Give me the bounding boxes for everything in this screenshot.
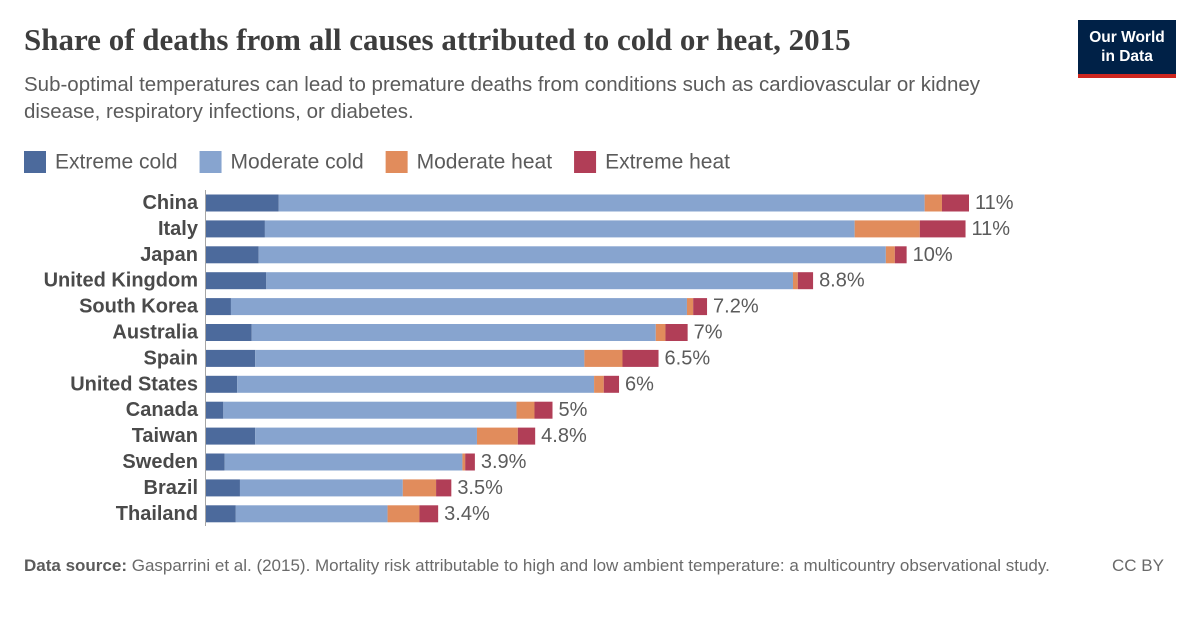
total-label: 3.5% [457, 477, 503, 499]
bar-segment [517, 427, 536, 445]
legend-label: Moderate cold [231, 151, 364, 174]
bar-segment [919, 220, 966, 238]
total-label: 10% [913, 244, 953, 266]
total-label: 11% [975, 192, 1014, 214]
y-tick-label: South Korea [79, 296, 199, 318]
bar-segment [665, 324, 688, 341]
bar-segment [924, 194, 942, 212]
chart: Extreme cold Moderate cold Moderate heat Ex… [24, 151, 1014, 526]
bar-segment [516, 401, 535, 419]
bar-segment [693, 298, 708, 316]
total-label: 3.9% [481, 451, 527, 473]
bar-segment [797, 272, 814, 290]
logo-line: Our World [1089, 29, 1165, 46]
bar-segment [206, 427, 256, 445]
bar-segment [206, 401, 224, 419]
bar-segment [239, 479, 403, 497]
chart-subtitle: Sub-optimal temperatures can lead to pre… [24, 73, 981, 123]
y-tick-label: Taiwan [132, 425, 198, 447]
bar-segment [206, 505, 236, 523]
legend-swatch [574, 151, 597, 173]
bar-segment [206, 479, 240, 497]
bar-segment [223, 401, 517, 419]
legend-label: Moderate heat [417, 151, 553, 174]
y-tick-label: Italy [158, 218, 199, 240]
bar-segment [792, 272, 798, 290]
bar-segment [941, 194, 969, 212]
logo-line: in Data [1101, 48, 1153, 65]
bar-segment [206, 272, 267, 290]
license[interactable]: CC BY [1112, 556, 1164, 575]
bar-segment [436, 479, 452, 497]
y-tick-label: Sweden [122, 451, 198, 473]
legend-swatch [24, 151, 46, 173]
y-tick-label: Canada [126, 399, 199, 421]
bar-segment [206, 375, 238, 393]
bar-segment [402, 479, 437, 497]
y-tick-label: United Kingdom [44, 270, 198, 292]
total-label: 4.8% [541, 425, 587, 447]
bar-segment [655, 324, 666, 341]
legend-swatch [199, 151, 222, 173]
y-tick-label: China [142, 192, 198, 214]
bar-segment [255, 427, 477, 445]
bar-segment [476, 427, 518, 445]
bar-segment [534, 401, 553, 419]
bar-segment [278, 194, 925, 212]
total-label: 8.8% [819, 270, 865, 292]
bar-segment [594, 375, 604, 393]
bar-segment [206, 349, 256, 367]
bar-segment [419, 505, 439, 523]
bar-segment [206, 324, 252, 341]
chart-title: Share of deaths from all causes attribut… [24, 22, 851, 57]
source-text: Gasparrini et al. (2015). Mortality risk… [131, 556, 1050, 575]
bar-segment [584, 349, 623, 367]
bar-segment [264, 220, 855, 238]
bar-segment [255, 349, 585, 367]
footer: Data source: Gasparrini et al. (2015). M… [24, 554, 1094, 578]
bar-segment [235, 505, 388, 523]
bar-segment [465, 453, 475, 471]
bar-segment [206, 453, 225, 471]
bar-segment [230, 298, 687, 316]
bar-segment [854, 220, 920, 238]
y-tick-label: Japan [140, 244, 198, 266]
bar-segment [206, 246, 259, 264]
legend-label: Extreme heat [605, 151, 730, 174]
bar-segment [894, 246, 907, 264]
bar-segment [462, 453, 466, 471]
logo[interactable]: Our World in Data [1078, 20, 1176, 78]
bar-segment [224, 453, 463, 471]
total-label: 3.4% [444, 503, 490, 525]
total-label: 7% [694, 322, 723, 344]
bar-segment [206, 298, 231, 316]
legend-label: Extreme cold [55, 151, 178, 174]
source-label: Data source: [24, 556, 127, 575]
bar-segment [251, 324, 656, 341]
legend-swatch [385, 151, 408, 173]
bar-segment [622, 349, 659, 367]
total-label: 6% [625, 373, 654, 395]
total-label: 6.5% [665, 347, 711, 369]
bar-segment [206, 220, 265, 238]
bar-segment [266, 272, 793, 290]
bar-segment [686, 298, 694, 316]
bar-segment [258, 246, 886, 264]
total-label: 7.2% [713, 296, 759, 318]
y-tick-label: Australia [112, 322, 198, 344]
bar-segment [885, 246, 895, 264]
total-label: 5% [559, 399, 588, 421]
bar-segment [206, 194, 279, 212]
bar-segment [237, 375, 595, 393]
bar-segment [603, 375, 620, 393]
y-tick-label: Brazil [144, 477, 198, 499]
total-label: 11% [972, 218, 1011, 240]
y-tick-label: United States [70, 373, 198, 395]
y-tick-label: Thailand [116, 503, 198, 525]
y-tick-label: Spain [144, 347, 198, 369]
bar-segment [387, 505, 420, 523]
